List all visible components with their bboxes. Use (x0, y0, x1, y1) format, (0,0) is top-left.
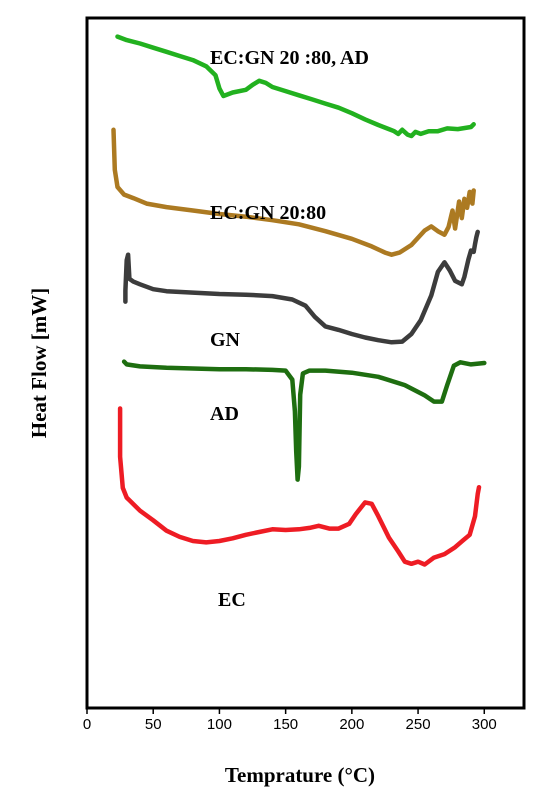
series-gn-line (123, 229, 480, 345)
series-ec-line (117, 406, 482, 567)
x-axis-title: Temprature (°C) (225, 763, 375, 787)
series-ec-gn-20-80-label: EC:GN 20:80 (210, 202, 326, 224)
series-labels-layer: EC:GN 20 :80, AD EC:GN 20:80 GN AD EC (210, 47, 369, 611)
series-ec-gn-20-80-ad-line (115, 34, 476, 139)
x-tick-label: 150 (273, 716, 298, 733)
x-tick-label: 50 (145, 716, 162, 733)
curves-layer (111, 34, 487, 567)
y-axis-title: Heat Flow [mW] (27, 288, 51, 438)
x-tick-label: 100 (207, 716, 232, 733)
series-ad-line (121, 359, 487, 482)
x-tick-label: 0 (83, 716, 91, 733)
series-ad-label: AD (210, 403, 239, 425)
series-ec-gn-20-80-line (111, 127, 476, 257)
x-axis: 0 50 100 150 200 250 300 (83, 708, 497, 733)
series-gn-label: GN (210, 329, 241, 351)
x-tick-label: 250 (406, 716, 431, 733)
x-tick-label: 300 (472, 716, 497, 733)
series-ec-label: EC (218, 589, 246, 611)
x-tick-label: 200 (339, 716, 364, 733)
series-ec-gn-20-80-ad-label: EC:GN 20 :80, AD (210, 47, 369, 69)
plot-frame (85, 16, 526, 710)
